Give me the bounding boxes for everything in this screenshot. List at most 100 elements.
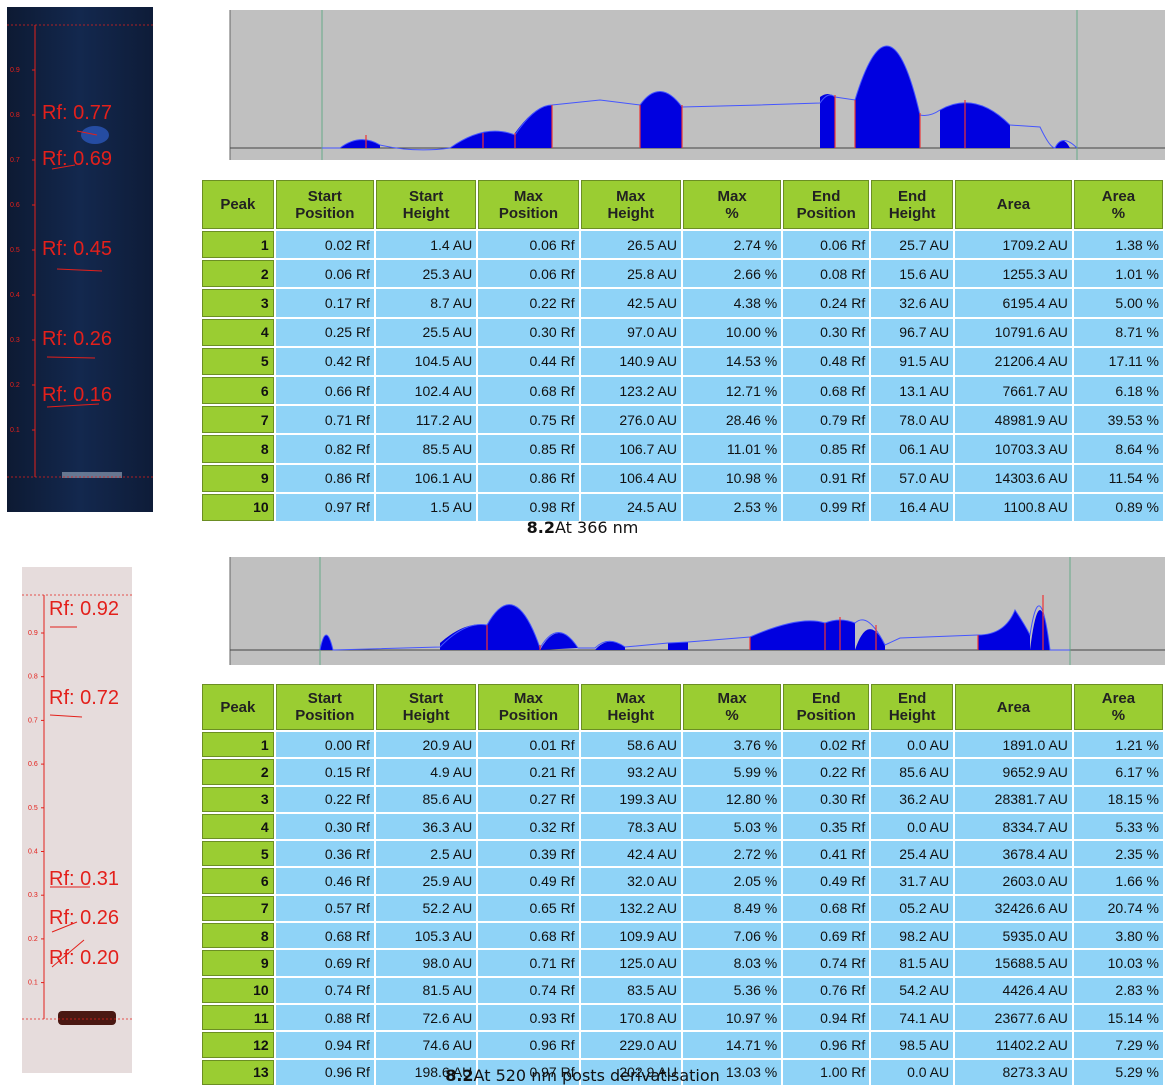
table-cell: 7661.7 AU: [955, 376, 1072, 405]
table-cell: 0.96 Rf: [275, 1059, 374, 1085]
table-cell: 91.5 AU: [871, 347, 954, 375]
table-cell: 0.44 Rf: [478, 347, 579, 375]
header-row: Peak Start Position Start Height Max Position M…: [202, 684, 1163, 730]
table-cell: 10703.3 AU: [955, 435, 1072, 463]
table-row: 2 0.15 Rf 4.9 AU 0.21 Rf 93.2 AU 5.99 % 0.22 R…: [202, 759, 1163, 785]
header-text: End: [812, 690, 841, 707]
caption-text: At 366 nm: [554, 518, 639, 537]
table-cell: 198.6 AU: [375, 1059, 477, 1085]
table-cell: 5.33 %: [1073, 813, 1163, 840]
table-cell: 0.22 Rf: [478, 289, 579, 317]
tlc-plate: 0.9 0.8 0.7 0.6 0.5 0.4 0.3 0.2 0.1 Rf: 0.77 Rf: 0…: [7, 7, 153, 512]
table-row: 2 0.06 Rf 25.3 AU 0.06 Rf 25.8 AU 2.66 % 0.08 …: [202, 260, 1163, 288]
table-cell: 8.71 %: [1073, 318, 1163, 346]
table-cell: 0.49 Rf: [783, 868, 870, 894]
table-cell: 14.53 %: [682, 347, 782, 375]
table-cell: 0.68 Rf: [478, 376, 579, 405]
table-cell: 0.82 Rf: [275, 435, 374, 463]
spot-marker: [46, 403, 100, 408]
table-cell: 140.9 AU: [580, 347, 681, 375]
rf-label: Rf: 0.77: [42, 102, 112, 124]
table-cell: 0.30 Rf: [783, 318, 870, 346]
table-cell: 5.03 %: [682, 813, 782, 840]
table-cell: 97.0 AU: [580, 318, 681, 346]
table-cell: 13.03 %: [682, 1059, 782, 1085]
rf-label: Rf: 0.26: [42, 328, 112, 350]
peak-cell: 5: [202, 841, 274, 867]
table-cell: 0.69 Rf: [783, 923, 870, 949]
header-cell: Max Height: [580, 684, 681, 730]
peak-cell: 2: [202, 759, 274, 785]
table-cell: 16.4 AU: [871, 493, 954, 521]
header-cell: Peak: [202, 180, 274, 229]
table-cell: 15.6 AU: [871, 260, 954, 288]
table-cell: 74.1 AU: [871, 1004, 954, 1031]
table-cell: 170.8 AU: [580, 1004, 681, 1031]
header-text: Start: [307, 187, 342, 205]
table-cell: 106.4 AU: [580, 464, 681, 492]
table-row: 6 0.46 Rf 25.9 AU 0.49 Rf 32.0 AU 2.05 % 0.49 …: [202, 868, 1163, 894]
table-cell: 10.97 %: [682, 1004, 782, 1031]
table-row: 6 0.66 Rf 102.4 AU 0.68 Rf 123.2 AU 12.71 % 0.…: [202, 376, 1163, 405]
table-row: 7 0.57 Rf 52.2 AU 0.65 Rf 132.2 AU 8.49 % 0.68…: [202, 895, 1163, 922]
table-cell: 28381.7 AU: [955, 786, 1072, 812]
table-row: 3 0.22 Rf 85.6 AU 0.27 Rf 199.3 AU 12.80 % 0.3…: [202, 786, 1163, 812]
header-text: Max: [616, 690, 646, 707]
table-cell: 25.7 AU: [871, 231, 954, 259]
peak-cell: 3: [202, 289, 274, 317]
table-cell: 109.9 AU: [580, 923, 681, 949]
table-cell: 18.15 %: [1073, 786, 1163, 812]
header-cell: End Height: [871, 180, 954, 229]
table-cell: 54.2 AU: [871, 977, 954, 1003]
plate-tick-label: 0.9: [10, 67, 20, 74]
table-cell: 25.3 AU: [375, 260, 477, 288]
header-text: Position: [295, 707, 355, 724]
header-text: %: [725, 204, 739, 222]
peak-cell: 13: [202, 1059, 274, 1085]
table-cell: 117.2 AU: [375, 406, 477, 434]
table-row: 11 0.88 Rf 72.6 AU 0.93 Rf 170.8 AU 10.97 % 0.…: [202, 1004, 1163, 1031]
header-text: %: [1111, 707, 1126, 724]
table-cell: 48981.9 AU: [955, 406, 1072, 434]
table-cell: 0.0 AU: [871, 1059, 954, 1085]
table-row: 4 0.30 Rf 36.3 AU 0.32 Rf 78.3 AU 5.03 % 0.35 …: [202, 813, 1163, 840]
table-cell: 78.3 AU: [580, 813, 681, 840]
peak-cell: 7: [202, 406, 274, 434]
peak-cell: 4: [202, 318, 274, 346]
table-cell: 123.2 AU: [580, 376, 681, 405]
table-cell: 0.74 Rf: [478, 977, 579, 1003]
header-cell: Area: [955, 684, 1072, 730]
table-cell: 0.68 Rf: [275, 923, 374, 949]
header-cell: End Position: [783, 684, 870, 730]
table-cell: 0.97 Rf: [478, 1059, 579, 1085]
plate-tick-label: 0.5: [10, 247, 20, 254]
table-cell: 0.42 Rf: [275, 347, 374, 375]
table-cell: 0.17 Rf: [275, 289, 374, 317]
table-cell: 11.01 %: [682, 435, 782, 463]
table-cell: 10.00 %: [682, 318, 782, 346]
header-cell: Start Position: [275, 684, 374, 730]
header-text: End: [898, 187, 927, 205]
table-cell: 14.71 %: [682, 1032, 782, 1058]
table-cell: 26.5 AU: [580, 231, 681, 259]
table-cell: 0.76 Rf: [783, 977, 870, 1003]
header-text: Position: [796, 204, 856, 222]
table-cell: 83.5 AU: [580, 977, 681, 1003]
header-text: End: [812, 187, 841, 205]
plate-tick-label: 0.4: [10, 292, 20, 299]
table-cell: 0.0 AU: [871, 813, 954, 840]
peak-cell: 6: [202, 376, 274, 405]
table-cell: 2.83 %: [1073, 977, 1163, 1003]
table-cell: 0.94 Rf: [783, 1004, 870, 1031]
header-cell: Max%: [682, 684, 782, 730]
peak-cell: 9: [202, 464, 274, 492]
table-row: 8 0.82 Rf 85.5 AU 0.85 Rf 106.7 AU 11.01 % 0.8…: [202, 435, 1163, 463]
table-cell: 8.64 %: [1073, 435, 1163, 463]
peak-cell: 1: [202, 732, 274, 758]
header-text: Height: [607, 707, 655, 724]
table-cell: 8.7 AU: [375, 289, 477, 317]
table-row: 9 0.69 Rf 98.0 AU 0.71 Rf 125.0 AU 8.03 % 0.74…: [202, 950, 1163, 976]
table-cell: 10791.6 AU: [955, 318, 1072, 346]
table-cell: 3678.4 AU: [955, 841, 1072, 867]
table-cell: 52.2 AU: [375, 895, 477, 922]
